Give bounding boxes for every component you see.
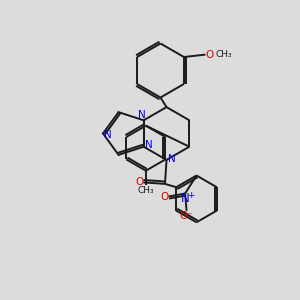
Text: CH₃: CH₃ xyxy=(138,186,154,195)
Text: N: N xyxy=(138,110,146,120)
Text: CH₃: CH₃ xyxy=(215,50,232,59)
Text: O: O xyxy=(205,50,214,60)
Text: N: N xyxy=(145,140,153,150)
Text: O: O xyxy=(160,191,169,202)
Text: N: N xyxy=(104,130,112,140)
Text: O: O xyxy=(135,177,144,188)
Text: O⁻: O⁻ xyxy=(180,211,194,221)
Text: N: N xyxy=(168,154,176,164)
Text: N: N xyxy=(181,192,190,205)
Text: +: + xyxy=(187,191,194,200)
